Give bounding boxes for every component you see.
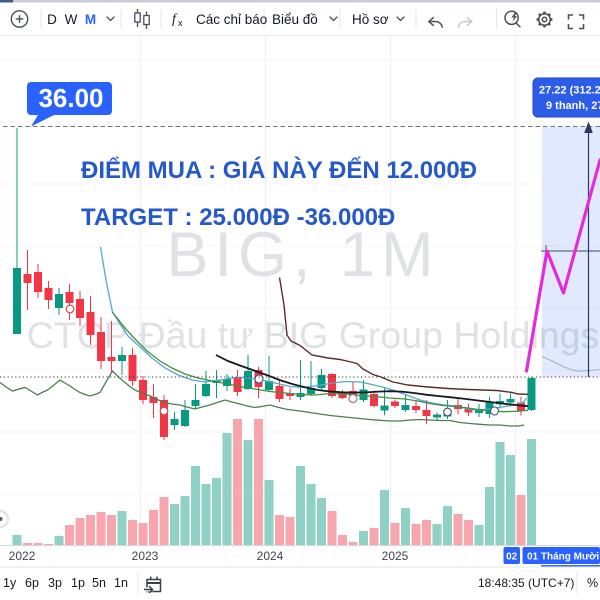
svg-text:W: W	[65, 12, 78, 27]
svg-text:Biểu đồ: Biểu đồ	[272, 12, 318, 27]
svg-text:M: M	[85, 12, 96, 27]
svg-text:D: D	[47, 12, 57, 27]
svg-text:3p: 3p	[48, 576, 62, 590]
svg-text:36.00: 36.00	[38, 83, 103, 113]
svg-text:%: %	[587, 576, 598, 590]
svg-text:02: 02	[506, 552, 518, 563]
svg-text:Hồ sơ: Hồ sơ	[352, 12, 389, 27]
svg-text:CTCP Đầu tư BIG Group Holdings: CTCP Đầu tư BIG Group Holdings	[27, 314, 600, 356]
svg-text:2024: 2024	[257, 549, 284, 563]
svg-text:TARGET : 25.000Đ -36.000Đ: TARGET : 25.000Đ -36.000Đ	[81, 204, 395, 231]
svg-text:9 thanh, 279 ng: 9 thanh, 279 ng	[546, 100, 600, 112]
svg-text:2023: 2023	[132, 549, 159, 563]
svg-text:1p: 1p	[71, 576, 85, 590]
svg-text:2025: 2025	[382, 549, 409, 563]
svg-text:27.22 (312.24%): 27.22 (312.24%)	[539, 85, 600, 97]
svg-text:18:48:35 (UTC+7): 18:48:35 (UTC+7)	[478, 576, 574, 590]
svg-text:2022: 2022	[9, 549, 36, 563]
svg-text:1y: 1y	[3, 576, 17, 590]
svg-text:5n: 5n	[92, 576, 106, 590]
svg-text:01 Tháng Mười Đ: 01 Tháng Mười Đ	[527, 552, 600, 563]
svg-text:Các chỉ báo: Các chỉ báo	[196, 12, 267, 27]
svg-text:6p: 6p	[25, 576, 39, 590]
svg-text:1n: 1n	[114, 576, 128, 590]
svg-text:x: x	[178, 18, 183, 28]
svg-text:f: f	[172, 12, 178, 27]
svg-text:ĐIỂM MUA : GIÁ NÀY ĐẾN 12.000Đ: ĐIỂM MUA : GIÁ NÀY ĐẾN 12.000Đ	[81, 156, 477, 184]
svg-text:BIG, 1M: BIG, 1M	[166, 220, 439, 290]
